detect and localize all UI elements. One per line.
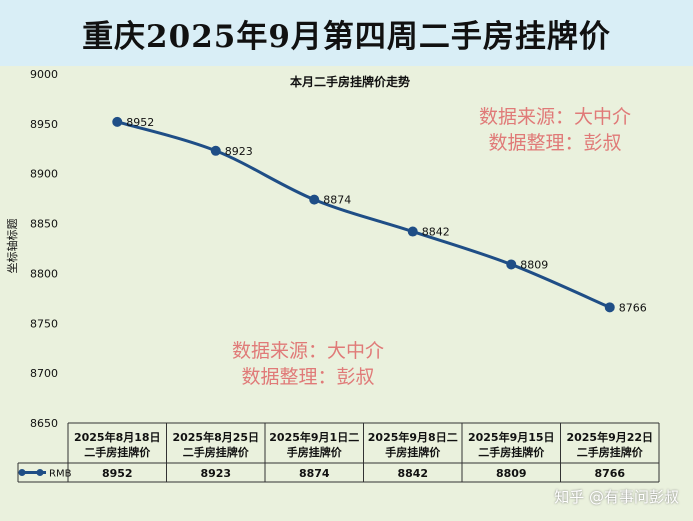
x-category-label-line1: 2025年9月1日二 xyxy=(269,430,359,444)
y-tick-label: 8750 xyxy=(30,317,58,330)
page-title: 重庆2025年9月第四周二手房挂牌价 xyxy=(82,18,611,55)
chart-title: 本月二手房挂牌价走势 xyxy=(289,75,410,89)
watermark-bottom-line-1: 数据来源：大中介 xyxy=(231,340,384,362)
data-point xyxy=(407,226,418,237)
table-value: 8766 xyxy=(594,467,625,480)
watermark-top: 数据来源：大中介 数据整理：彭叔 xyxy=(455,104,655,156)
series-line-rmb xyxy=(116,120,611,309)
data-label: 8842 xyxy=(422,226,450,239)
data-point xyxy=(210,145,221,156)
x-category-label-line1: 2025年8月25日 xyxy=(172,430,259,444)
y-tick-label: 8700 xyxy=(30,367,58,380)
x-category-label-line2: 二手房挂牌价 xyxy=(577,445,644,459)
data-label: 8809 xyxy=(520,258,548,271)
data-label: 8766 xyxy=(619,301,647,314)
data-label: 8874 xyxy=(323,194,351,207)
data-point xyxy=(112,116,123,127)
x-category-label-line2: 二手房挂牌价 xyxy=(84,445,151,459)
zhihu-watermark: 知乎 @有事问彭叔 xyxy=(554,488,679,506)
watermark-top-line-2: 数据整理：彭叔 xyxy=(488,132,622,154)
y-tick-label: 8800 xyxy=(30,267,58,280)
x-category-label-line2: 二手房挂牌价 xyxy=(478,445,545,459)
table-value: 8842 xyxy=(397,467,428,480)
data-point xyxy=(506,259,517,270)
legend-marker-key xyxy=(36,469,44,476)
data-label: 8923 xyxy=(225,145,253,158)
watermark-top-line-1: 数据来源：大中介 xyxy=(478,106,631,128)
legend-marker-key xyxy=(18,469,26,476)
y-tick-label: 8950 xyxy=(30,118,58,131)
data-point xyxy=(604,302,615,313)
y-tick-label: 9000 xyxy=(30,68,58,81)
y-tick-label: 8850 xyxy=(30,218,58,231)
legend-series-label: RMB xyxy=(49,469,72,480)
data-label: 8952 xyxy=(126,116,154,129)
x-category-label-line2: 手房挂牌价 xyxy=(385,445,441,459)
watermark-bottom-line-2: 数据整理：彭叔 xyxy=(241,366,375,388)
x-category-label-line2: 手房挂牌价 xyxy=(287,445,343,459)
y-tick-label: 8900 xyxy=(30,168,58,181)
header-banner: 重庆2025年9月第四周二手房挂牌价 xyxy=(0,0,693,66)
x-category-label-line2: 二手房挂牌价 xyxy=(183,445,250,459)
table-value: 8874 xyxy=(299,467,330,480)
table-value: 8952 xyxy=(102,467,133,480)
y-tick-label: 8650 xyxy=(30,417,58,430)
x-category-label-line1: 2025年8月18日 xyxy=(74,430,161,444)
data-point xyxy=(309,194,320,205)
table-value: 8923 xyxy=(200,467,231,480)
watermark-bottom: 数据来源：大中介 数据整理：彭叔 xyxy=(208,338,408,390)
x-category-label-line1: 2025年9月22日 xyxy=(566,430,653,444)
table-value: 8809 xyxy=(496,467,527,480)
x-category-label-line1: 2025年9月8日二 xyxy=(368,430,458,444)
x-category-label-line1: 2025年9月15日 xyxy=(468,430,555,444)
y-axis-label: 坐标轴标题 xyxy=(6,218,19,274)
